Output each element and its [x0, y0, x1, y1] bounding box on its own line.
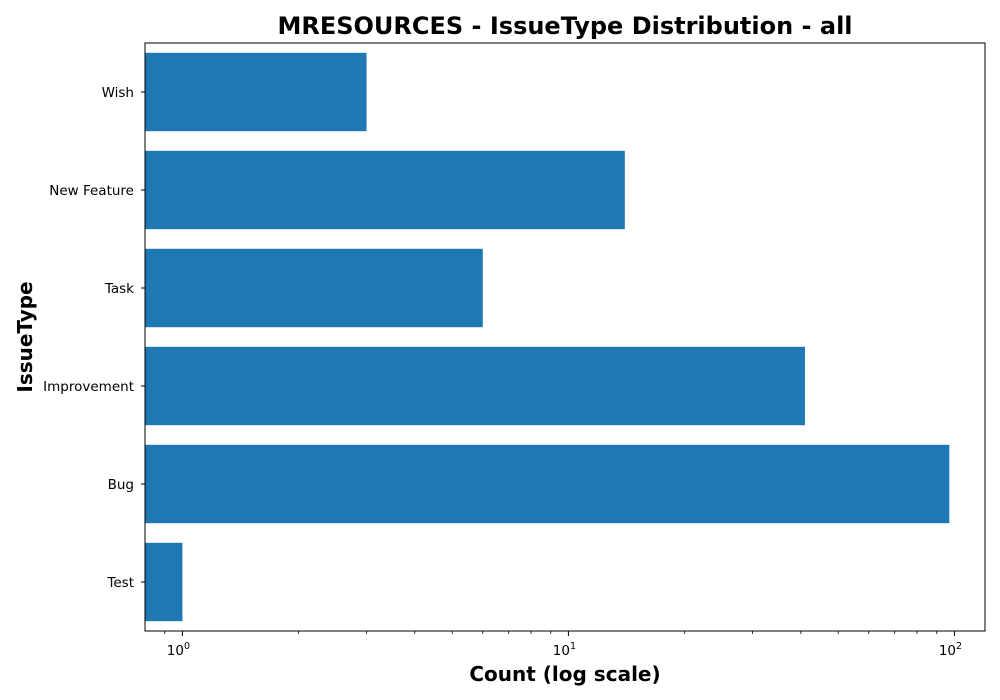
y-tick-label: Bug	[108, 477, 134, 493]
bar-bug	[145, 444, 950, 524]
y-tick-label: New Feature	[49, 183, 134, 199]
y-axis-label: IssueType	[13, 281, 37, 392]
y-tick-label: Improvement	[43, 379, 134, 395]
bar-wish	[145, 52, 367, 132]
bar-improvement	[145, 346, 805, 426]
y-tick-label: Test	[106, 575, 134, 591]
y-tick-label: Wish	[102, 85, 134, 101]
plot-frame	[144, 42, 986, 632]
y-axis-ticks: Test Bug Improvement Task New Feature Wish	[43, 85, 145, 591]
bar-test	[145, 542, 183, 622]
y-tick-label: Task	[104, 281, 134, 297]
chart-title: MRESOURCES - IssueType Distribution - al…	[277, 12, 852, 40]
x-axis-label: Count (log scale)	[469, 662, 660, 686]
bar-task	[145, 248, 483, 328]
bar-new-feature	[145, 150, 625, 230]
bars	[145, 52, 950, 622]
